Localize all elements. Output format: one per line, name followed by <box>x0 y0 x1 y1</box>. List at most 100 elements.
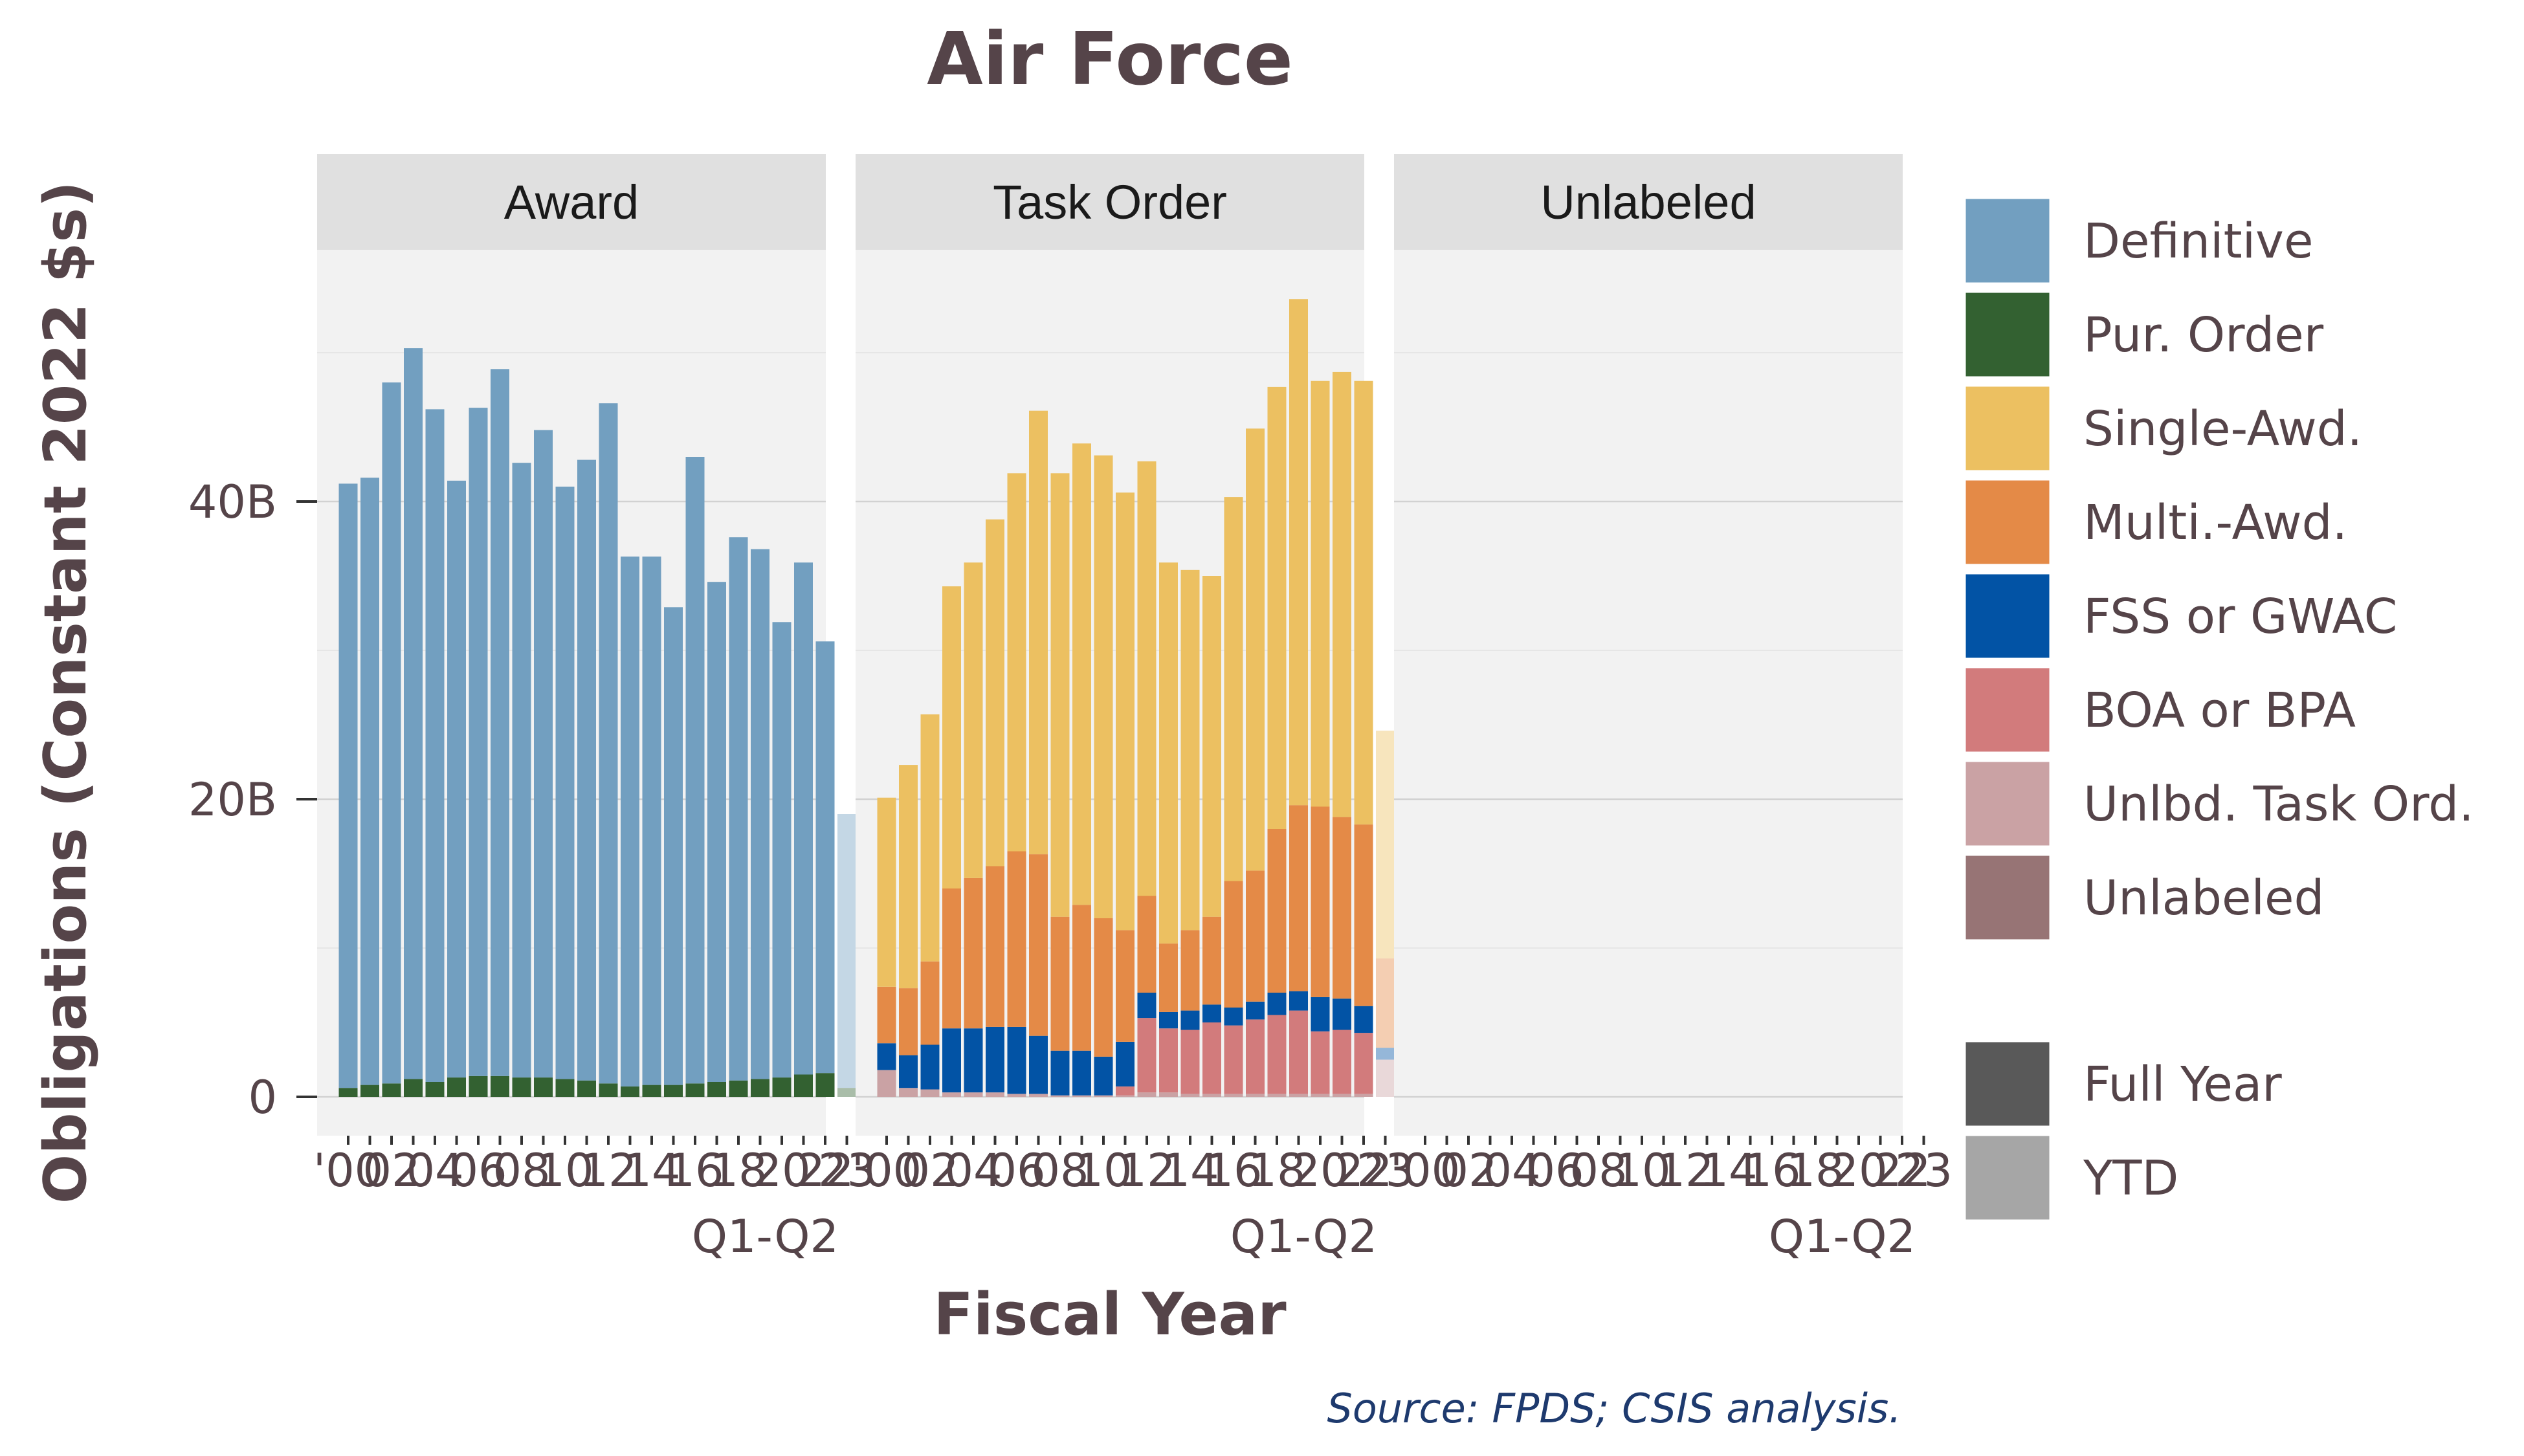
legend-swatch <box>1962 383 2053 474</box>
bar-definitive-2005 <box>447 480 466 1078</box>
bar-multi-awd--2001 <box>899 988 918 1055</box>
strip-background <box>856 154 1364 250</box>
bar-multi-awd--2022 <box>1354 824 1373 1006</box>
bar-fss-or-gwac-2000 <box>877 1043 896 1070</box>
x-tick-label: 12 <box>579 1144 637 1197</box>
bar-unlbd-task-ord--2021 <box>1333 1094 1351 1097</box>
legend-swatch <box>1962 758 2053 849</box>
bar-pur-order-2021 <box>794 1074 813 1097</box>
bar-boa-or-bpa-2017 <box>1246 1019 1265 1094</box>
legend-label: Unlabeled <box>2083 870 2325 926</box>
x-tick-label: 16 <box>1743 1144 1800 1197</box>
bar-single-awd--2004 <box>964 562 983 878</box>
bar-pur-order-2002 <box>382 1083 401 1097</box>
bar-fss-or-gwac-2021 <box>1333 998 1351 1030</box>
bar-single-awd--2016 <box>1224 497 1243 881</box>
x-tick-label: 08 <box>1569 1144 1627 1197</box>
bar-unlbd-task-ord--2019 <box>1289 1094 1308 1097</box>
bar-pur-order-2015 <box>664 1085 683 1097</box>
bar-definitive-2009 <box>534 430 553 1078</box>
x-tick-label: 04 <box>1483 1144 1540 1197</box>
bar-unlbd-task-ord--2002 <box>920 1089 940 1097</box>
legend-label: Multi.-Awd. <box>2083 495 2347 551</box>
bar-fss-or-gwac-2008 <box>1050 1050 1070 1096</box>
bar-fss-or-gwac-2001 <box>899 1055 918 1088</box>
bar-unlbd-task-ord--2003 <box>942 1092 961 1097</box>
x-tick-label: 16 <box>666 1144 724 1197</box>
bar-definitive-2023 <box>837 814 856 1088</box>
bar-fss-or-gwac-2003 <box>942 1028 961 1093</box>
bar-fss-or-gwac-2010 <box>1094 1056 1113 1096</box>
x-tick-label: 06 <box>988 1144 1045 1197</box>
x-axis-title: Fiscal Year <box>933 1281 1287 1349</box>
bar-definitive-2014 <box>642 557 661 1085</box>
bar-single-awd--2003 <box>942 586 961 888</box>
legend-swatch <box>1962 195 2053 286</box>
legend-label: Definitive <box>2083 214 2313 269</box>
bar-unlbd-task-ord--2017 <box>1246 1094 1265 1097</box>
x-tick-label: 22 <box>1334 1144 1392 1197</box>
x-tick-label: 20 <box>753 1144 810 1197</box>
legend-label: Full Year <box>2083 1057 2282 1112</box>
bar-definitive-2020 <box>772 622 792 1078</box>
bar-multi-awd--2009 <box>1072 905 1091 1051</box>
bar-fss-or-gwac-2018 <box>1267 993 1287 1015</box>
bar-boa-or-bpa-2021 <box>1333 1030 1351 1094</box>
bar-unlbd-task-ord--2004 <box>964 1092 983 1097</box>
legend: Definitive Pur. Order Single-Awd. Multi.-Aw… <box>1962 195 2474 1223</box>
bar-unlbd-task-ord--2020 <box>1311 1094 1330 1097</box>
legend-swatch <box>1962 852 2053 943</box>
bar-unlbd-task-ord--2008 <box>1050 1095 1070 1097</box>
legend-swatch <box>1962 477 2053 568</box>
y-axis-title: Obligations (Constant 2022 $s) <box>32 181 100 1204</box>
x-tick-label: 06 <box>1526 1144 1584 1197</box>
x-tick-label: 22 <box>796 1144 854 1197</box>
bar-boa-or-bpa-2016 <box>1224 1025 1243 1094</box>
bar-definitive-2001 <box>360 478 379 1085</box>
bar-fss-or-gwac-2002 <box>920 1044 940 1090</box>
bar-unlbd-task-ord--2005 <box>986 1092 1004 1097</box>
legend-swatch <box>1962 289 2053 380</box>
bar-boa-or-bpa-2019 <box>1289 1010 1308 1094</box>
bar-single-awd--2006 <box>1007 473 1026 852</box>
bar-boa-or-bpa-2020 <box>1311 1031 1330 1094</box>
bar-multi-awd--2013 <box>1159 943 1178 1012</box>
bar-multi-awd--2003 <box>942 888 961 1029</box>
legend-label: Unlbd. Task Ord. <box>2083 777 2474 832</box>
bar-single-awd--2002 <box>920 714 940 962</box>
bar-pur-order-2006 <box>469 1075 488 1097</box>
bar-fss-or-gwac-2007 <box>1029 1035 1048 1094</box>
bar-definitive-2019 <box>751 549 769 1079</box>
x-tick-label: '00 <box>1390 1144 1460 1197</box>
bar-boa-or-bpa-2015 <box>1202 1022 1221 1094</box>
bar-pur-order-2005 <box>447 1077 466 1097</box>
bar-unlbd-task-ord--2001 <box>899 1088 918 1097</box>
bar-definitive-2007 <box>491 369 509 1076</box>
bar-multi-awd--2011 <box>1116 930 1135 1042</box>
x-tick-label: 04 <box>944 1144 1002 1197</box>
x-tick-label-period: Q1-Q2 <box>692 1210 839 1263</box>
bar-single-awd--2020 <box>1311 381 1330 807</box>
bar-multi-awd--2006 <box>1007 851 1026 1027</box>
bar-fss-or-gwac-2016 <box>1224 1008 1243 1026</box>
bar-definitive-2018 <box>729 537 748 1081</box>
bar-pur-order-2017 <box>707 1082 726 1097</box>
bar-single-awd--2017 <box>1246 428 1265 871</box>
legend-label: YTD <box>2083 1151 2178 1206</box>
strip-background <box>317 154 826 250</box>
bar-pur-order-2004 <box>425 1082 445 1097</box>
bar-fss-or-gwac-2006 <box>1007 1026 1026 1094</box>
bar-unlbd-task-ord--2022 <box>1354 1094 1373 1097</box>
bar-boa-or-bpa-2018 <box>1267 1015 1287 1094</box>
x-tick-label: 14 <box>1699 1144 1757 1197</box>
bar-pur-order-2008 <box>512 1077 531 1097</box>
legend-swatch <box>1962 571 2053 661</box>
bar-definitive-2022 <box>815 641 835 1074</box>
bar-unlbd-task-ord--2000 <box>877 1070 896 1097</box>
x-tick-label: 02 <box>362 1144 420 1197</box>
strip-background <box>1394 154 1903 250</box>
bar-unlbd-task-ord--2011 <box>1116 1095 1135 1097</box>
bar-multi-awd--2014 <box>1180 930 1200 1011</box>
bar-definitive-2015 <box>664 607 683 1085</box>
